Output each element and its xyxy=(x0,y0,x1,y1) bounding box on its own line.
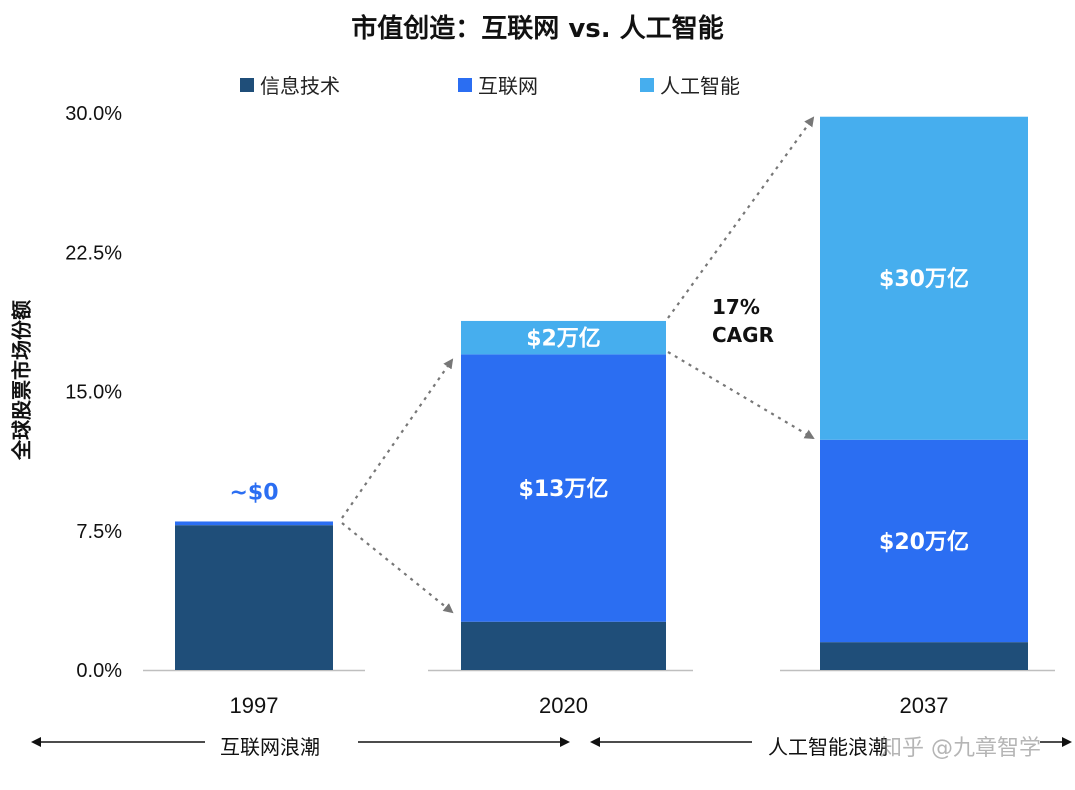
data-label: ~$0 xyxy=(229,480,278,505)
era-label-ai: 人工智能浪潮 xyxy=(760,731,896,760)
bar-segment xyxy=(461,621,666,670)
bar-segment xyxy=(820,642,1028,670)
legend-item-ai: 人工智能 xyxy=(640,70,740,99)
y-tick-label: 15.0% xyxy=(65,382,122,404)
legend-label-ai: 人工智能 xyxy=(660,74,740,98)
x-tick-label: 2020 xyxy=(539,693,588,718)
legend-swatch-internet xyxy=(458,77,472,92)
cagr-value: 17% xyxy=(712,295,760,319)
legend-item-internet: 互联网 xyxy=(458,70,538,99)
y-tick-label: 7.5% xyxy=(76,521,122,543)
x-tick-label: 1997 xyxy=(230,693,279,718)
growth-arrow xyxy=(341,358,454,519)
growth-arrow xyxy=(341,522,454,614)
growth-arrow xyxy=(667,116,815,319)
cagr-annotation: 17% CAGR xyxy=(712,293,774,349)
watermark: 知乎 @九章智学 xyxy=(880,736,1041,761)
data-label: $30万亿 xyxy=(879,267,969,292)
data-label: $2万亿 xyxy=(526,327,601,352)
bar-segment xyxy=(820,439,1028,643)
legend-label-it: 信息技术 xyxy=(260,74,340,98)
y-tick-label: 30.0% xyxy=(65,103,122,125)
legend-item-it: 信息技术 xyxy=(240,70,340,99)
era-label-internet: 互联网浪潮 xyxy=(212,731,328,760)
legend-swatch-ai xyxy=(640,77,654,92)
y-tick-label: 22.5% xyxy=(65,242,122,264)
x-tick-label: 2037 xyxy=(900,693,949,718)
chart-title: 市值创造：互联网 vs. 人工智能 xyxy=(351,14,724,44)
bar-segment xyxy=(461,320,666,355)
bar-segment xyxy=(820,116,1028,440)
legend-swatch-it xyxy=(240,77,254,92)
legend: 信息技术 互联网 人工智能 xyxy=(0,70,1075,100)
bar-segment xyxy=(175,525,333,670)
growth-arrow xyxy=(667,351,815,440)
bar-segment xyxy=(175,521,333,526)
bar-segment xyxy=(461,354,666,622)
cagr-label: CAGR xyxy=(712,323,774,347)
legend-label-internet: 互联网 xyxy=(478,74,538,98)
data-label: $13万亿 xyxy=(519,477,609,502)
y-tick-label: 0.0% xyxy=(76,660,122,682)
data-label: $20万亿 xyxy=(879,530,969,555)
